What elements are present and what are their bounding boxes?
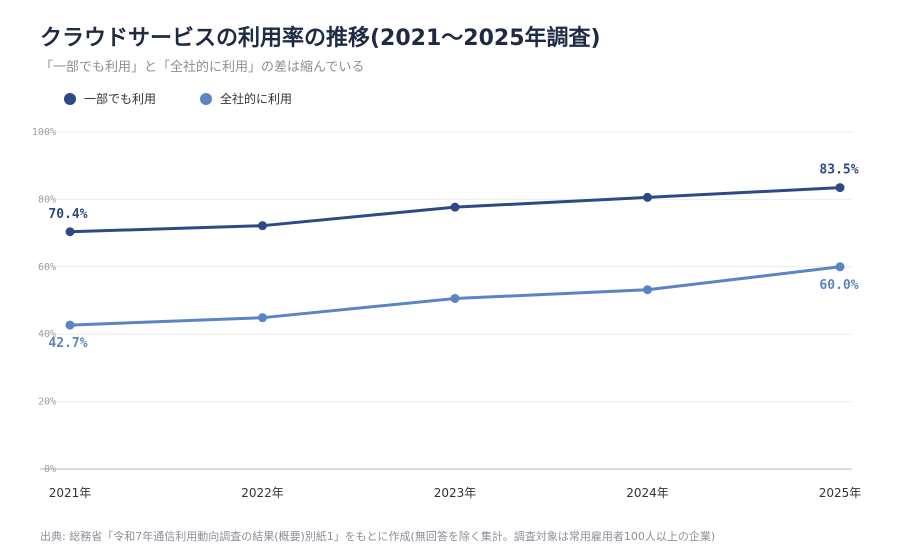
y-tick-label: 80% xyxy=(38,194,56,205)
source-note: 出典: 総務省「令和7年通信利用動向調査の結果(概要)別紙1」をもとに作成(無回… xyxy=(40,530,716,543)
x-tick-label: 2022年 xyxy=(241,486,284,500)
data-point xyxy=(258,221,267,231)
y-tick-label: 0% xyxy=(44,464,56,475)
data-point xyxy=(835,262,845,272)
data-point xyxy=(835,183,845,193)
data-point xyxy=(643,192,652,202)
legend-marker-partial xyxy=(64,92,76,105)
legend-item-partial: 一部でも利用 xyxy=(64,90,156,107)
x-tick-label: 2024年 xyxy=(626,486,669,500)
chart-subtitle: 「一部でも利用」と「全社的に利用」の差は縮んでいる xyxy=(40,60,365,75)
legend-label-partial: 一部でも利用 xyxy=(84,92,157,106)
data-label: 70.4% xyxy=(48,207,87,222)
data-label: 42.7% xyxy=(48,336,87,351)
x-tick-label: 2025年 xyxy=(819,486,862,500)
data-point xyxy=(258,313,267,323)
data-point xyxy=(643,285,652,295)
legend-item-company-wide: 全社的に利用 xyxy=(200,90,292,107)
data-label: 60.0% xyxy=(819,278,858,293)
chart-title: クラウドサービスの利用率の推移(2021～2025年調査) xyxy=(40,26,601,51)
legend: 一部でも利用 全社的に利用 xyxy=(64,90,292,107)
x-tick-label: 2021年 xyxy=(49,486,92,500)
data-point xyxy=(65,227,75,237)
y-tick-label: 20% xyxy=(38,397,56,408)
y-tick-label: 100% xyxy=(32,127,56,138)
data-label: 83.5% xyxy=(819,163,858,178)
y-tick-label: 40% xyxy=(38,329,56,340)
x-tick-label: 2023年 xyxy=(434,486,477,500)
legend-label-company-wide: 全社的に利用 xyxy=(220,92,293,106)
y-tick-label: 60% xyxy=(38,262,56,273)
legend-marker-company-wide xyxy=(200,92,213,105)
data-point xyxy=(450,293,460,303)
data-point xyxy=(450,202,460,212)
data-point xyxy=(65,320,75,330)
